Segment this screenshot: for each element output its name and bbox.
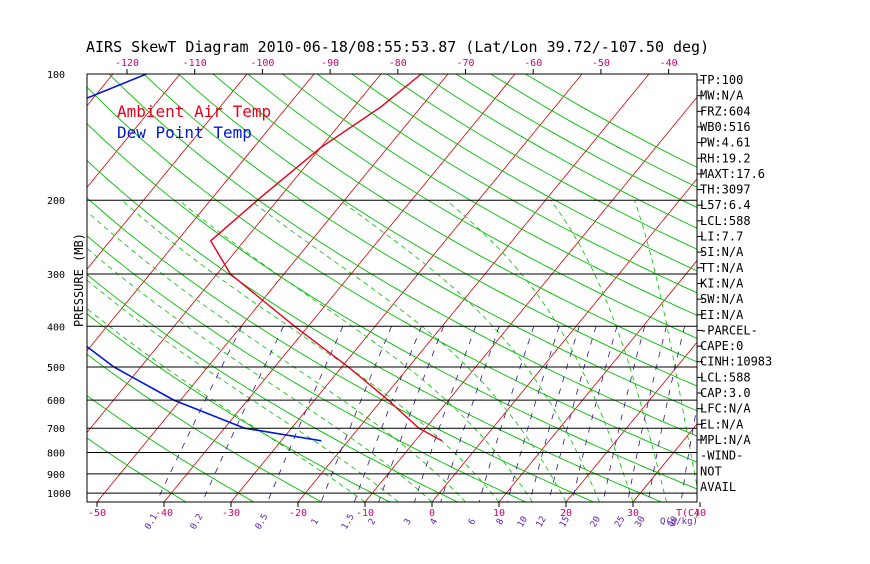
index-label: TP:100	[700, 73, 743, 87]
isotherm-line	[834, 74, 870, 502]
moist-adiabat-line	[35, 200, 432, 502]
top-temp-tick-label: -100	[250, 58, 274, 69]
dry-adiabat-line	[213, 74, 870, 502]
index-label: AVAIL	[700, 480, 736, 494]
index-label: LI:7.7	[700, 230, 743, 244]
pressure-tick-label: 300	[47, 270, 65, 281]
chart-title: AIRS SkewT Diagram 2010-06-18/08:55:53.8…	[86, 38, 709, 56]
dry-adiabat-line	[317, 74, 870, 502]
mixing-ratio-tick-label: 1	[310, 517, 321, 527]
dry-adiabat-line	[0, 74, 594, 502]
index-label: MW:N/A	[700, 89, 744, 103]
index-label: EL:N/A	[700, 417, 744, 431]
index-label: KI:N/A	[700, 277, 744, 291]
bottom-temp-tick-label: 0	[429, 508, 435, 519]
mixing-ratio-tick-label: 6	[467, 517, 478, 527]
index-label: TT:N/A	[700, 261, 744, 275]
mixing-ratio-tick-label: 1.5	[340, 512, 357, 531]
index-label: L57:6.4	[700, 198, 751, 212]
top-temp-tick-label: -70	[456, 58, 474, 69]
y-axis-label: PRESSURE (MB)	[72, 233, 86, 327]
mixing-ratio-tick-label: 0.2	[189, 512, 206, 531]
index-label: SW:N/A	[700, 292, 744, 306]
dry-adiabat-line	[491, 74, 870, 502]
pressure-tick-label: 1000	[47, 489, 71, 500]
index-label: MAXT:17.6	[700, 167, 765, 181]
isotherm-line	[499, 74, 850, 502]
mixing-ratio-line	[549, 326, 596, 502]
index-label: FRZ:604	[700, 104, 751, 118]
isotherm-line	[0, 74, 46, 502]
index-label: SI:N/A	[700, 245, 744, 259]
mixing-ratio-tick-label: 20	[589, 515, 603, 529]
mixing-ratio-line	[628, 326, 667, 502]
moist-adiabat-line	[179, 200, 533, 502]
moist-adiabat-line	[75, 200, 466, 502]
pressure-tick-label: 800	[47, 449, 65, 460]
top-temp-tick-label: -120	[115, 58, 139, 69]
mixing-ratio-tick-label: 12	[535, 515, 549, 529]
bottom-temp-tick-label: 20	[560, 508, 572, 519]
dry-adiabat-line	[248, 74, 870, 502]
bottom-temp-tick-label: -20	[289, 508, 307, 519]
bottom-temp-tick-label: -50	[88, 508, 106, 519]
index-label: EI:N/A	[700, 308, 744, 322]
isotherm-line	[231, 74, 582, 502]
pressure-tick-label: 100	[47, 70, 65, 81]
mixing-ratio-line	[414, 326, 475, 502]
temp-unit-label: T(C)	[676, 508, 700, 519]
index-label: LCL:588	[700, 214, 751, 228]
index-label: NOT	[700, 464, 722, 478]
index-label: CINH:10983	[700, 355, 772, 369]
dry-adiabat-line	[387, 74, 870, 502]
legend-entry: Dew Point Temp	[117, 123, 252, 142]
top-temp-tick-label: -80	[389, 58, 407, 69]
mixing-ratio-tick-label: 25	[613, 515, 627, 529]
pressure-tick-label: 900	[47, 470, 65, 481]
mixing-ratio-line	[202, 326, 283, 502]
index-label: CAPE:0	[700, 339, 743, 353]
index-label: TH:3097	[700, 183, 751, 197]
index-label: RH:19.2	[700, 151, 751, 165]
index-label: PW:4.61	[700, 136, 751, 150]
top-temp-tick-label: -110	[183, 58, 207, 69]
dry-adiabat-line	[525, 74, 870, 502]
legend-entry: Ambient Air Temp	[117, 102, 271, 121]
index-label: WB0:516	[700, 120, 751, 134]
top-temp-tick-label: -60	[524, 58, 542, 69]
dry-adiabat-line	[283, 74, 870, 502]
dry-adiabat-line	[421, 74, 870, 502]
index-label: MPL:N/A	[700, 433, 751, 447]
bottom-temp-tick-label: 10	[493, 508, 505, 519]
bottom-temp-tick-label: -40	[155, 508, 173, 519]
moist-adiabat-line	[551, 200, 667, 502]
index-label: -WIND-	[700, 449, 743, 463]
bottom-temp-tick-label: -10	[356, 508, 374, 519]
mixing-ratio-line	[648, 326, 684, 502]
top-temp-tick-label: -40	[660, 58, 678, 69]
top-temp-tick-label: -50	[592, 58, 610, 69]
dry-adiabat-line	[144, 74, 870, 502]
pressure-tick-label: 600	[47, 396, 65, 407]
index-label: LCL:588	[700, 370, 751, 384]
pressure-tick-label: 500	[47, 363, 65, 374]
top-temp-tick-label: -90	[321, 58, 339, 69]
bottom-temp-tick-label: -30	[222, 508, 240, 519]
index-label: -PARCEL-	[700, 323, 758, 337]
index-label: LFC:N/A	[700, 402, 751, 416]
bottom-temp-tick-label: 30	[627, 508, 639, 519]
pressure-tick-label: 700	[47, 424, 65, 435]
mixing-ratio-tick-label: 3	[403, 517, 414, 527]
isotherm-line	[633, 74, 870, 502]
mixing-ratio-line	[572, 326, 617, 502]
moist-adiabat-line	[446, 200, 633, 502]
pressure-tick-label: 400	[47, 322, 65, 333]
pressure-tick-label: 200	[47, 196, 65, 207]
isotherm-line	[767, 74, 870, 502]
index-label: CAP:3.0	[700, 386, 751, 400]
mixing-ratio-tick-label: 0.5	[254, 512, 271, 531]
mixing-ratio-tick-label: 10	[516, 515, 530, 529]
